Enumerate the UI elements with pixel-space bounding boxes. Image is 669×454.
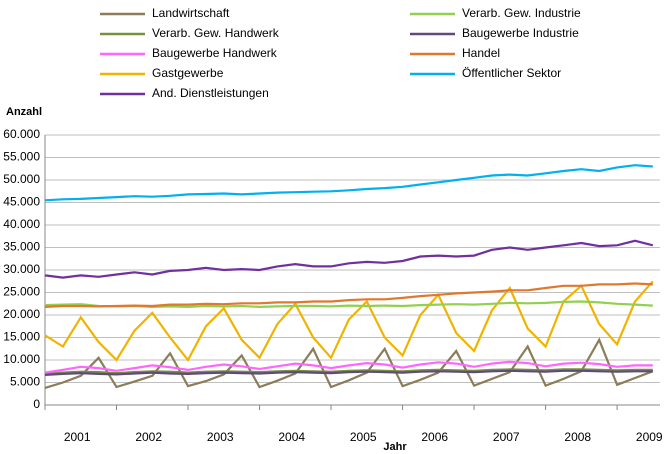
x-tick-label: 2009 (636, 430, 663, 444)
series-line (44, 360, 653, 374)
legend-label: Baugewerbe Industrie (462, 26, 579, 40)
x-tick-label: 2007 (493, 430, 520, 444)
legend-label: Baugewerbe Handwerk (152, 46, 278, 60)
x-axis-label: Jahr (383, 441, 407, 453)
series-line (44, 368, 653, 375)
series-line (44, 369, 653, 376)
series-line (44, 239, 654, 279)
legend-label: And. Dienstleistungen (152, 86, 269, 100)
x-tick-label: 2005 (350, 430, 377, 444)
y-tick-label: 60.000 (3, 127, 40, 141)
legend-label: Landwirtschaft (152, 6, 230, 20)
y-tick-label: 45.000 (3, 195, 40, 209)
legend-label: Handel (462, 46, 500, 60)
y-tick-label: 50.000 (3, 172, 40, 186)
y-tick-label: 0 (33, 397, 40, 411)
y-tick-label: 35.000 (3, 240, 40, 254)
x-tick-label: 2001 (64, 430, 91, 444)
series-line (44, 337, 654, 389)
y-tick-label: 15.000 (3, 330, 40, 344)
x-tick-label: 2006 (421, 430, 448, 444)
y-tick-label: 10.000 (3, 352, 40, 366)
legend-label: Gastgewerbe (152, 66, 224, 80)
legend-label: Öffentlicher Sektor (462, 66, 561, 80)
legend-label: Verarb. Gew. Handwerk (152, 26, 280, 40)
legend-label: Verarb. Gew. Industrie (462, 6, 581, 20)
x-tick-label: 2008 (564, 430, 591, 444)
y-tick-label: 40.000 (3, 217, 40, 231)
x-tick-label: 2002 (135, 430, 162, 444)
series-line (44, 164, 653, 202)
series-line (44, 282, 653, 308)
y-tick-label: 5.000 (10, 375, 40, 389)
x-tick-label: 2003 (207, 430, 234, 444)
y-axis-label: Anzahl (6, 106, 42, 118)
y-tick-label: 25.000 (3, 285, 40, 299)
x-tick-label: 2004 (278, 430, 305, 444)
y-tick-label: 55.000 (3, 150, 40, 164)
y-tick-label: 30.000 (3, 262, 40, 276)
y-tick-label: 20.000 (3, 307, 40, 321)
series-line (44, 280, 654, 362)
